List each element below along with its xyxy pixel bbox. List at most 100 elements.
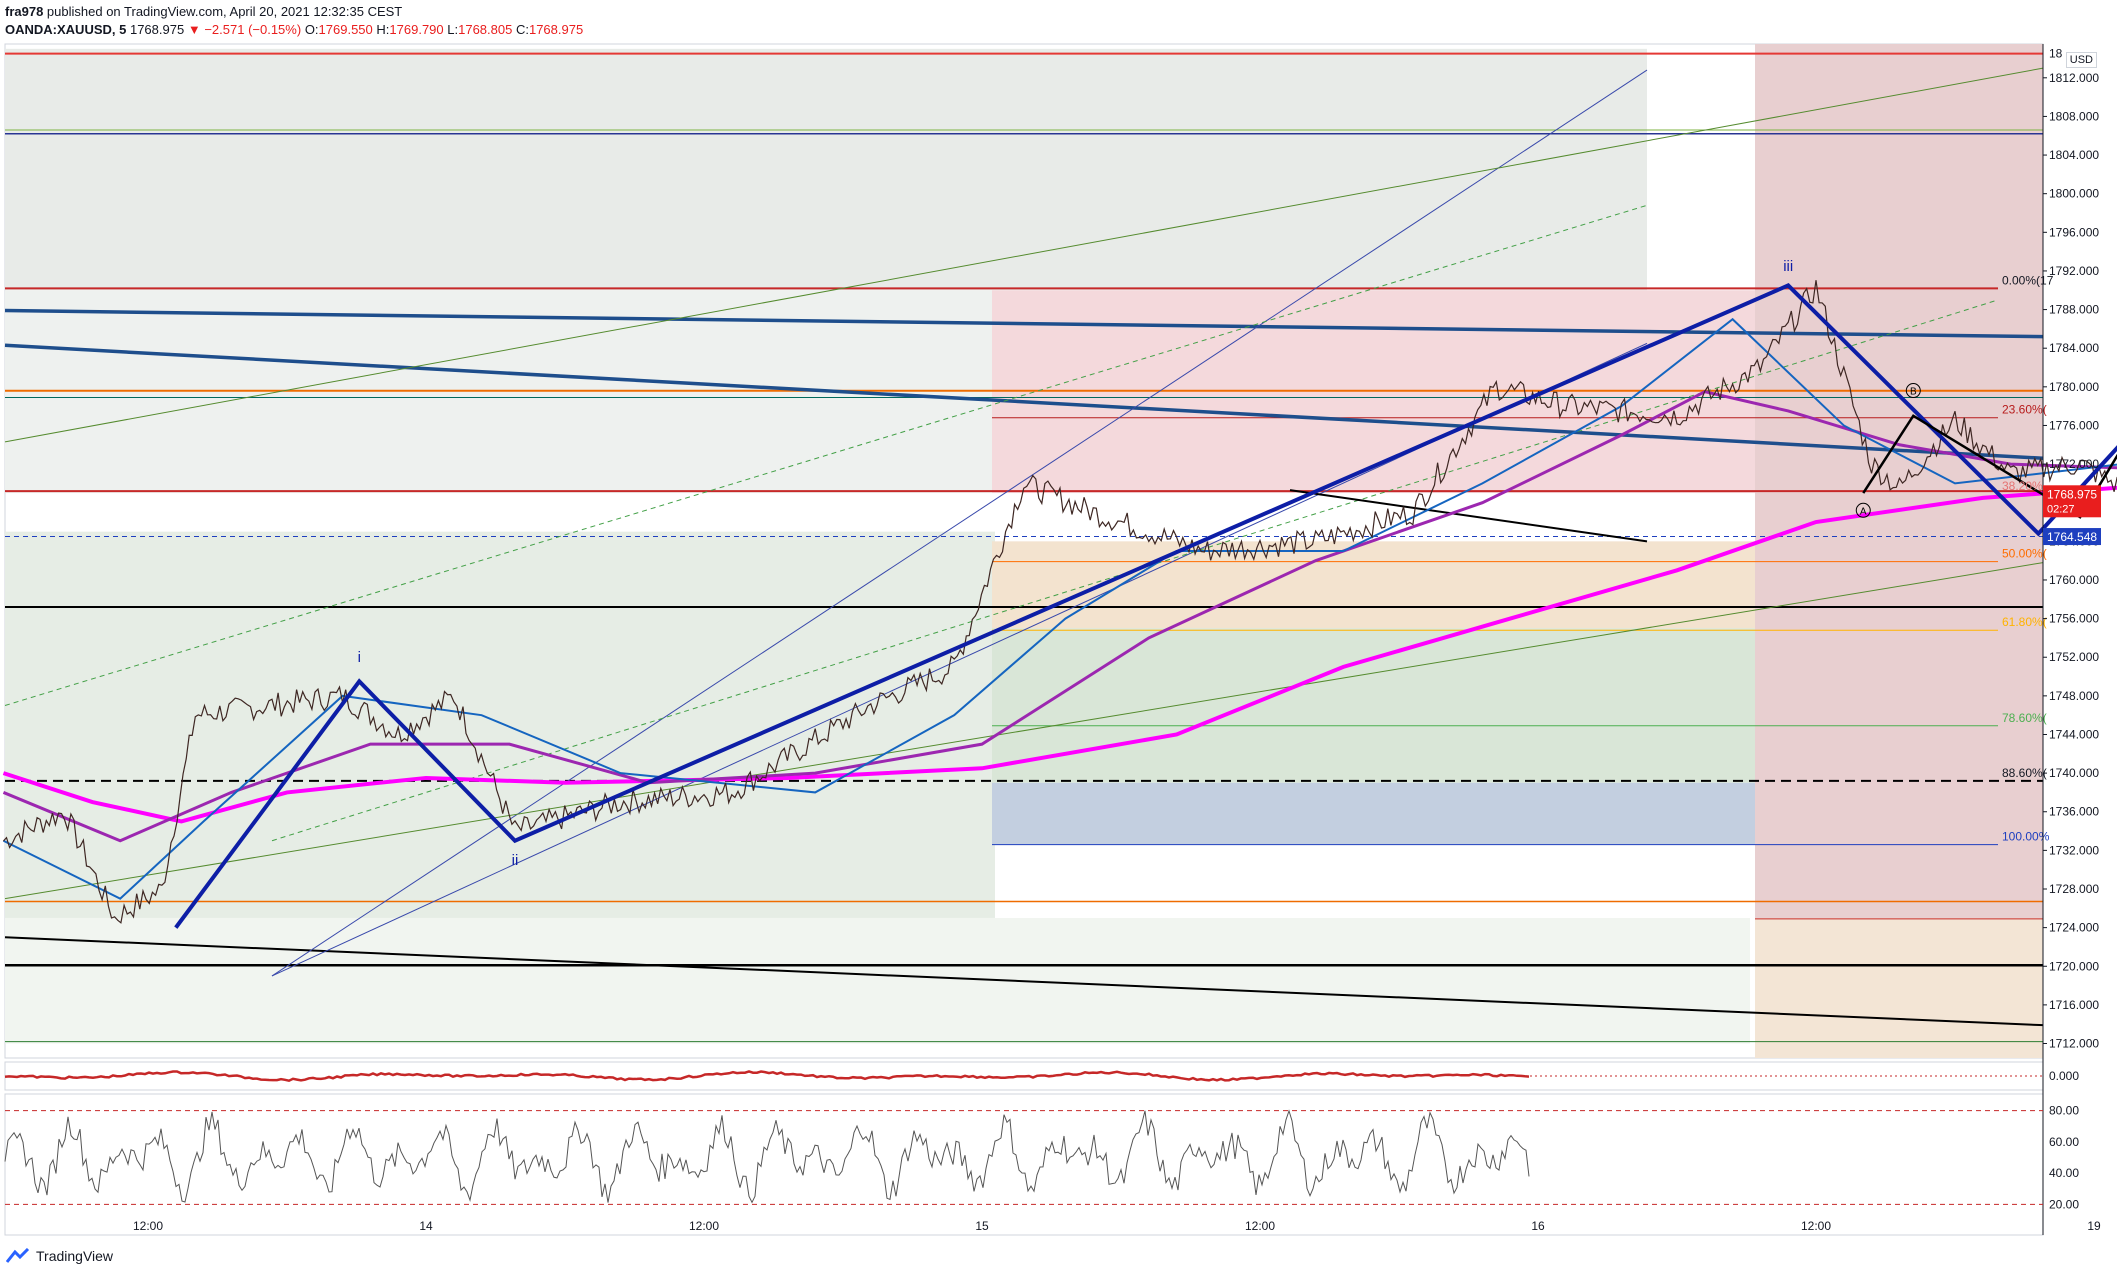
purple-ma: [2, 390, 2117, 843]
y-tick-1716.000: 1716.000: [2049, 998, 2099, 1012]
rsi-tick-40.00: 40.00: [2049, 1166, 2079, 1180]
navy-trend-lower: [4, 343, 2044, 461]
oscillator-line: [4, 1070, 1530, 1083]
down-arrow-icon: ▼: [187, 22, 201, 37]
x-tick-1: 14: [419, 1219, 433, 1233]
rsi-pane-bg: [4, 1093, 2044, 1236]
y-tick-1788.000: 1788.000: [2049, 303, 2099, 317]
publish-info: published on TradingView.com, April 20, …: [43, 4, 403, 19]
high-label: H:: [376, 22, 390, 37]
fib-label-0: 0.00%(17: [2002, 273, 2054, 287]
high-value: 1769.790: [389, 22, 444, 37]
low-value: 1768.805: [458, 22, 513, 37]
tradingview-brand[interactable]: TradingView: [36, 1248, 114, 1264]
price-chart[interactable]: iiiiiiivvABCDE0.00%(1723.60%(38.20%50.00…: [0, 40, 2117, 1240]
symbol-header: OANDA:XAUUSD, 5 1768.975 ▼ −2.571 (−0.15…: [5, 22, 583, 37]
wave-label-iii: iii: [1783, 258, 1793, 275]
symbol-name[interactable]: OANDA:XAUUSD, 5: [5, 22, 127, 37]
green-dashed-trend: [4, 204, 1648, 706]
currency-button[interactable]: USD: [2065, 52, 2097, 68]
middle-green-zone: [5, 531, 995, 918]
price-tag-bg-0: [2043, 485, 2101, 518]
price-tag-1: 1764.548: [2047, 530, 2097, 544]
fib-label-1: 23.60%(: [2002, 403, 2047, 417]
wave-label-i: i: [358, 649, 361, 666]
rsi-line: [4, 1109, 1530, 1204]
green-trend-upper: [4, 67, 2044, 443]
y-tick-1760.000: 1760.000: [2049, 573, 2099, 587]
price-axis[interactable]: 18 1812.000 1808.000 1804.000 1800.000 1796.0…: [2042, 44, 2101, 1235]
wave-path-line: [174, 283, 2117, 929]
x-tick-4: 12:00: [1245, 1219, 1275, 1233]
x-tick-6: 12:00: [1801, 1219, 1831, 1233]
y-tick-1720.000: 1720.000: [2049, 959, 2099, 973]
x-tick-7: 19: [2087, 1219, 2101, 1233]
x-tick-3: 15: [975, 1219, 989, 1233]
fib-label-4: 61.80%(: [2002, 615, 2047, 629]
fib-label-2: 38.20%: [2002, 479, 2043, 493]
horizontal-levels: [5, 52, 2043, 1043]
y-tick-1804.000: 1804.000: [2049, 148, 2099, 162]
rsi-tick-60.00: 60.00: [2049, 1135, 2079, 1149]
price-tag-sub-0: 02:27: [2047, 503, 2075, 515]
fib-label-5: 78.60%(: [2002, 711, 2047, 725]
y-tick-1812.000: 1812.000: [2049, 71, 2099, 85]
oscillator-pane: 0.000: [4, 1069, 2079, 1083]
price-series: [2, 280, 2117, 924]
y-tick-1740.000: 1740.000: [2049, 766, 2099, 780]
osc-tick-0.000: 0.000: [2049, 1069, 2079, 1083]
blue-ma: [2, 317, 2117, 900]
magenta-ma: [2, 485, 2117, 824]
moving-averages: [2, 317, 2117, 900]
y-tick-1772.000: 1772.000: [2049, 457, 2099, 471]
y-tick-1780.000: 1780.000: [2049, 380, 2099, 394]
triangle-label-A: A: [1860, 506, 1867, 517]
rsi-pane: 80.00 60.00 40.00 20.00: [4, 1104, 2079, 1211]
low-label: L:: [447, 22, 459, 37]
x-tick-2: 12:00: [689, 1219, 719, 1233]
tradingview-logo-icon: [6, 1248, 30, 1263]
price-tag-bg-1: [2043, 528, 2101, 546]
y-tick-1744.000: 1744.000: [2049, 727, 2099, 741]
close-value: 1768.975: [528, 22, 584, 37]
y-tick-1752.000: 1752.000: [2049, 650, 2099, 664]
y-tick-1728.000: 1728.000: [2049, 882, 2099, 896]
y-tick-1776.000: 1776.000: [2049, 418, 2099, 432]
author-name[interactable]: fra978: [5, 4, 44, 19]
y-tick-1784.000: 1784.000: [2049, 341, 2099, 355]
x-tick-5: 16: [1531, 1219, 1545, 1233]
tradingview-footer: TradingView: [6, 1248, 113, 1264]
price-change: −2.571 (−0.15%): [204, 22, 302, 37]
y-tick-1756.000: 1756.000: [2049, 612, 2099, 626]
price-tag-0: 1768.975: [2047, 487, 2097, 501]
open-label: O:: [304, 22, 319, 37]
chart-labels: iiiiiiivvABCDE0.00%(1723.60%(38.20%50.00…: [358, 258, 2088, 869]
lower-zone: [5, 917, 1750, 1044]
right-tan-zone: [1755, 917, 2043, 1058]
publish-header: fra978 published on TradingView.com, Apr…: [5, 4, 402, 19]
y-tick-partial: 18: [2049, 47, 2063, 61]
open-value: 1769.550: [318, 22, 373, 37]
fib-label-7: 100.00%: [2002, 830, 2050, 844]
green-trend-lower: [4, 562, 2044, 900]
time-axis[interactable]: 12:001412:001512:001612:001912:002012:00…: [133, 1219, 2117, 1233]
triangle-label-B: B: [1910, 387, 1917, 398]
navy-trend-upper: [4, 308, 2044, 339]
y-tick-1808.000: 1808.000: [2049, 109, 2099, 123]
fib-label-6: 88.60%(: [2002, 766, 2047, 780]
close-label: C:: [515, 22, 529, 37]
y-tick-1732.000: 1732.000: [2049, 843, 2099, 857]
wave-label-ii: ii: [512, 852, 519, 869]
last-price: 1768.975: [129, 22, 185, 37]
fib-label-3: 50.00%(: [2002, 547, 2047, 561]
triangle-label-circle-B: [1905, 383, 1921, 399]
triangle-label-circle-A: [1855, 502, 1871, 518]
rsi-tick-20.00: 20.00: [2049, 1197, 2079, 1211]
y-tick-1736.000: 1736.000: [2049, 805, 2099, 819]
y-tick-1792.000: 1792.000: [2049, 264, 2099, 278]
y-tick-1796.000: 1796.000: [2049, 225, 2099, 239]
triangle-lower-edge: [1289, 489, 1648, 543]
rsi-tick-80.00: 80.00: [2049, 1104, 2079, 1118]
y-tick-1748.000: 1748.000: [2049, 689, 2099, 703]
price-line: [2, 280, 2117, 924]
